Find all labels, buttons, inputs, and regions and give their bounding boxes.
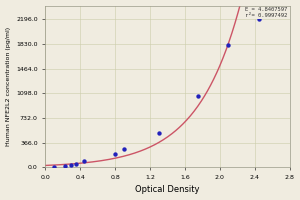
Text: E = 4.8407597
r²= 0.9997492: E = 4.8407597 r²= 0.9997492 — [245, 7, 287, 18]
Point — [256, 17, 261, 21]
Point — [122, 147, 126, 151]
Point — [226, 43, 231, 46]
Y-axis label: Human NFE2L2 concentration (pg/ml): Human NFE2L2 concentration (pg/ml) — [6, 27, 10, 146]
Point — [52, 166, 56, 169]
Point — [62, 164, 67, 168]
Point — [68, 163, 73, 166]
Point — [196, 94, 200, 97]
Point — [156, 131, 161, 134]
Point — [113, 153, 118, 156]
X-axis label: Optical Density: Optical Density — [135, 185, 200, 194]
Point — [81, 160, 86, 163]
Point — [74, 162, 78, 165]
